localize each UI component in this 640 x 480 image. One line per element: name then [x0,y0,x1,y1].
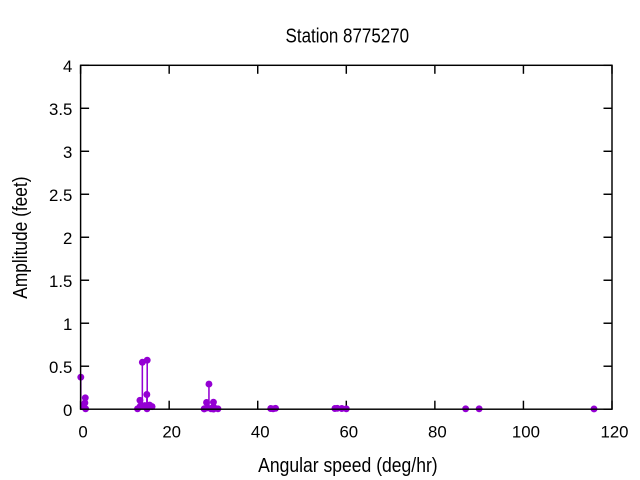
svg-text:80: 80 [428,423,447,442]
svg-text:2.5: 2.5 [49,186,72,205]
svg-text:2: 2 [63,229,72,248]
svg-text:4: 4 [63,57,72,76]
svg-text:100: 100 [512,423,540,442]
svg-text:0.5: 0.5 [49,358,72,377]
svg-text:3.5: 3.5 [49,100,72,119]
svg-text:40: 40 [251,423,270,442]
svg-text:1.5: 1.5 [49,272,72,291]
svg-text:120: 120 [601,423,629,442]
svg-text:Station 8775270: Station 8775270 [286,26,410,48]
svg-text:20: 20 [162,423,181,442]
svg-text:Angular speed (deg/hr): Angular speed (deg/hr) [258,455,438,477]
svg-text:0: 0 [63,401,72,420]
svg-text:1: 1 [63,315,72,334]
svg-text:3: 3 [63,143,72,162]
svg-text:0: 0 [78,423,87,442]
svg-text:Amplitude (feet): Amplitude (feet) [10,177,32,299]
svg-text:60: 60 [339,423,358,442]
